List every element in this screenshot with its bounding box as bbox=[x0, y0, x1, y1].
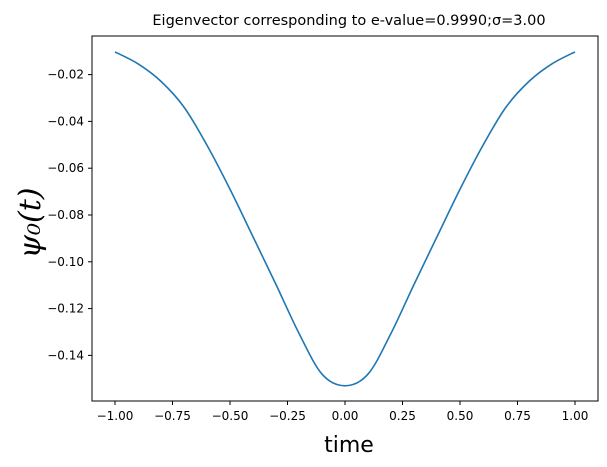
x-tick-label: −0.50 bbox=[212, 409, 249, 423]
x-tick-label: 0.00 bbox=[332, 409, 359, 423]
x-tick-label: 0.25 bbox=[389, 409, 416, 423]
chart-title: Eigenvector corresponding to e-value=0.9… bbox=[152, 13, 545, 29]
y-tick-label: −0.02 bbox=[47, 68, 84, 82]
x-axis-label: time bbox=[324, 433, 374, 458]
y-axis-label: ψ₀(t) bbox=[13, 187, 48, 258]
x-tick-label: 0.50 bbox=[447, 409, 474, 423]
y-tick-label: −0.14 bbox=[47, 348, 84, 362]
y-tick-label: −0.06 bbox=[47, 161, 84, 175]
x-axis-ticks: −1.00 −0.75 −0.50 −0.25 0.00 0.25 0.50 0.75 1.00 bbox=[97, 401, 589, 423]
y-tick-label: −0.12 bbox=[47, 302, 84, 316]
y-axis-ticks: −0.02 −0.04 −0.06 −0.08 −0.10 −0.12 −0.14 bbox=[47, 68, 92, 362]
y-tick-label: −0.08 bbox=[47, 208, 84, 222]
x-tick-label: −0.25 bbox=[269, 409, 306, 423]
x-tick-label: 1.00 bbox=[562, 409, 589, 423]
plot-frame bbox=[91, 35, 599, 402]
plot-series bbox=[114, 51, 576, 387]
y-tick-label: −0.04 bbox=[47, 114, 84, 128]
x-tick-label: −1.00 bbox=[97, 409, 134, 423]
x-tick-label: −0.75 bbox=[154, 409, 191, 423]
y-tick-label: −0.10 bbox=[47, 255, 84, 269]
series-line bbox=[114, 51, 576, 387]
x-tick-label: 0.75 bbox=[504, 409, 531, 423]
